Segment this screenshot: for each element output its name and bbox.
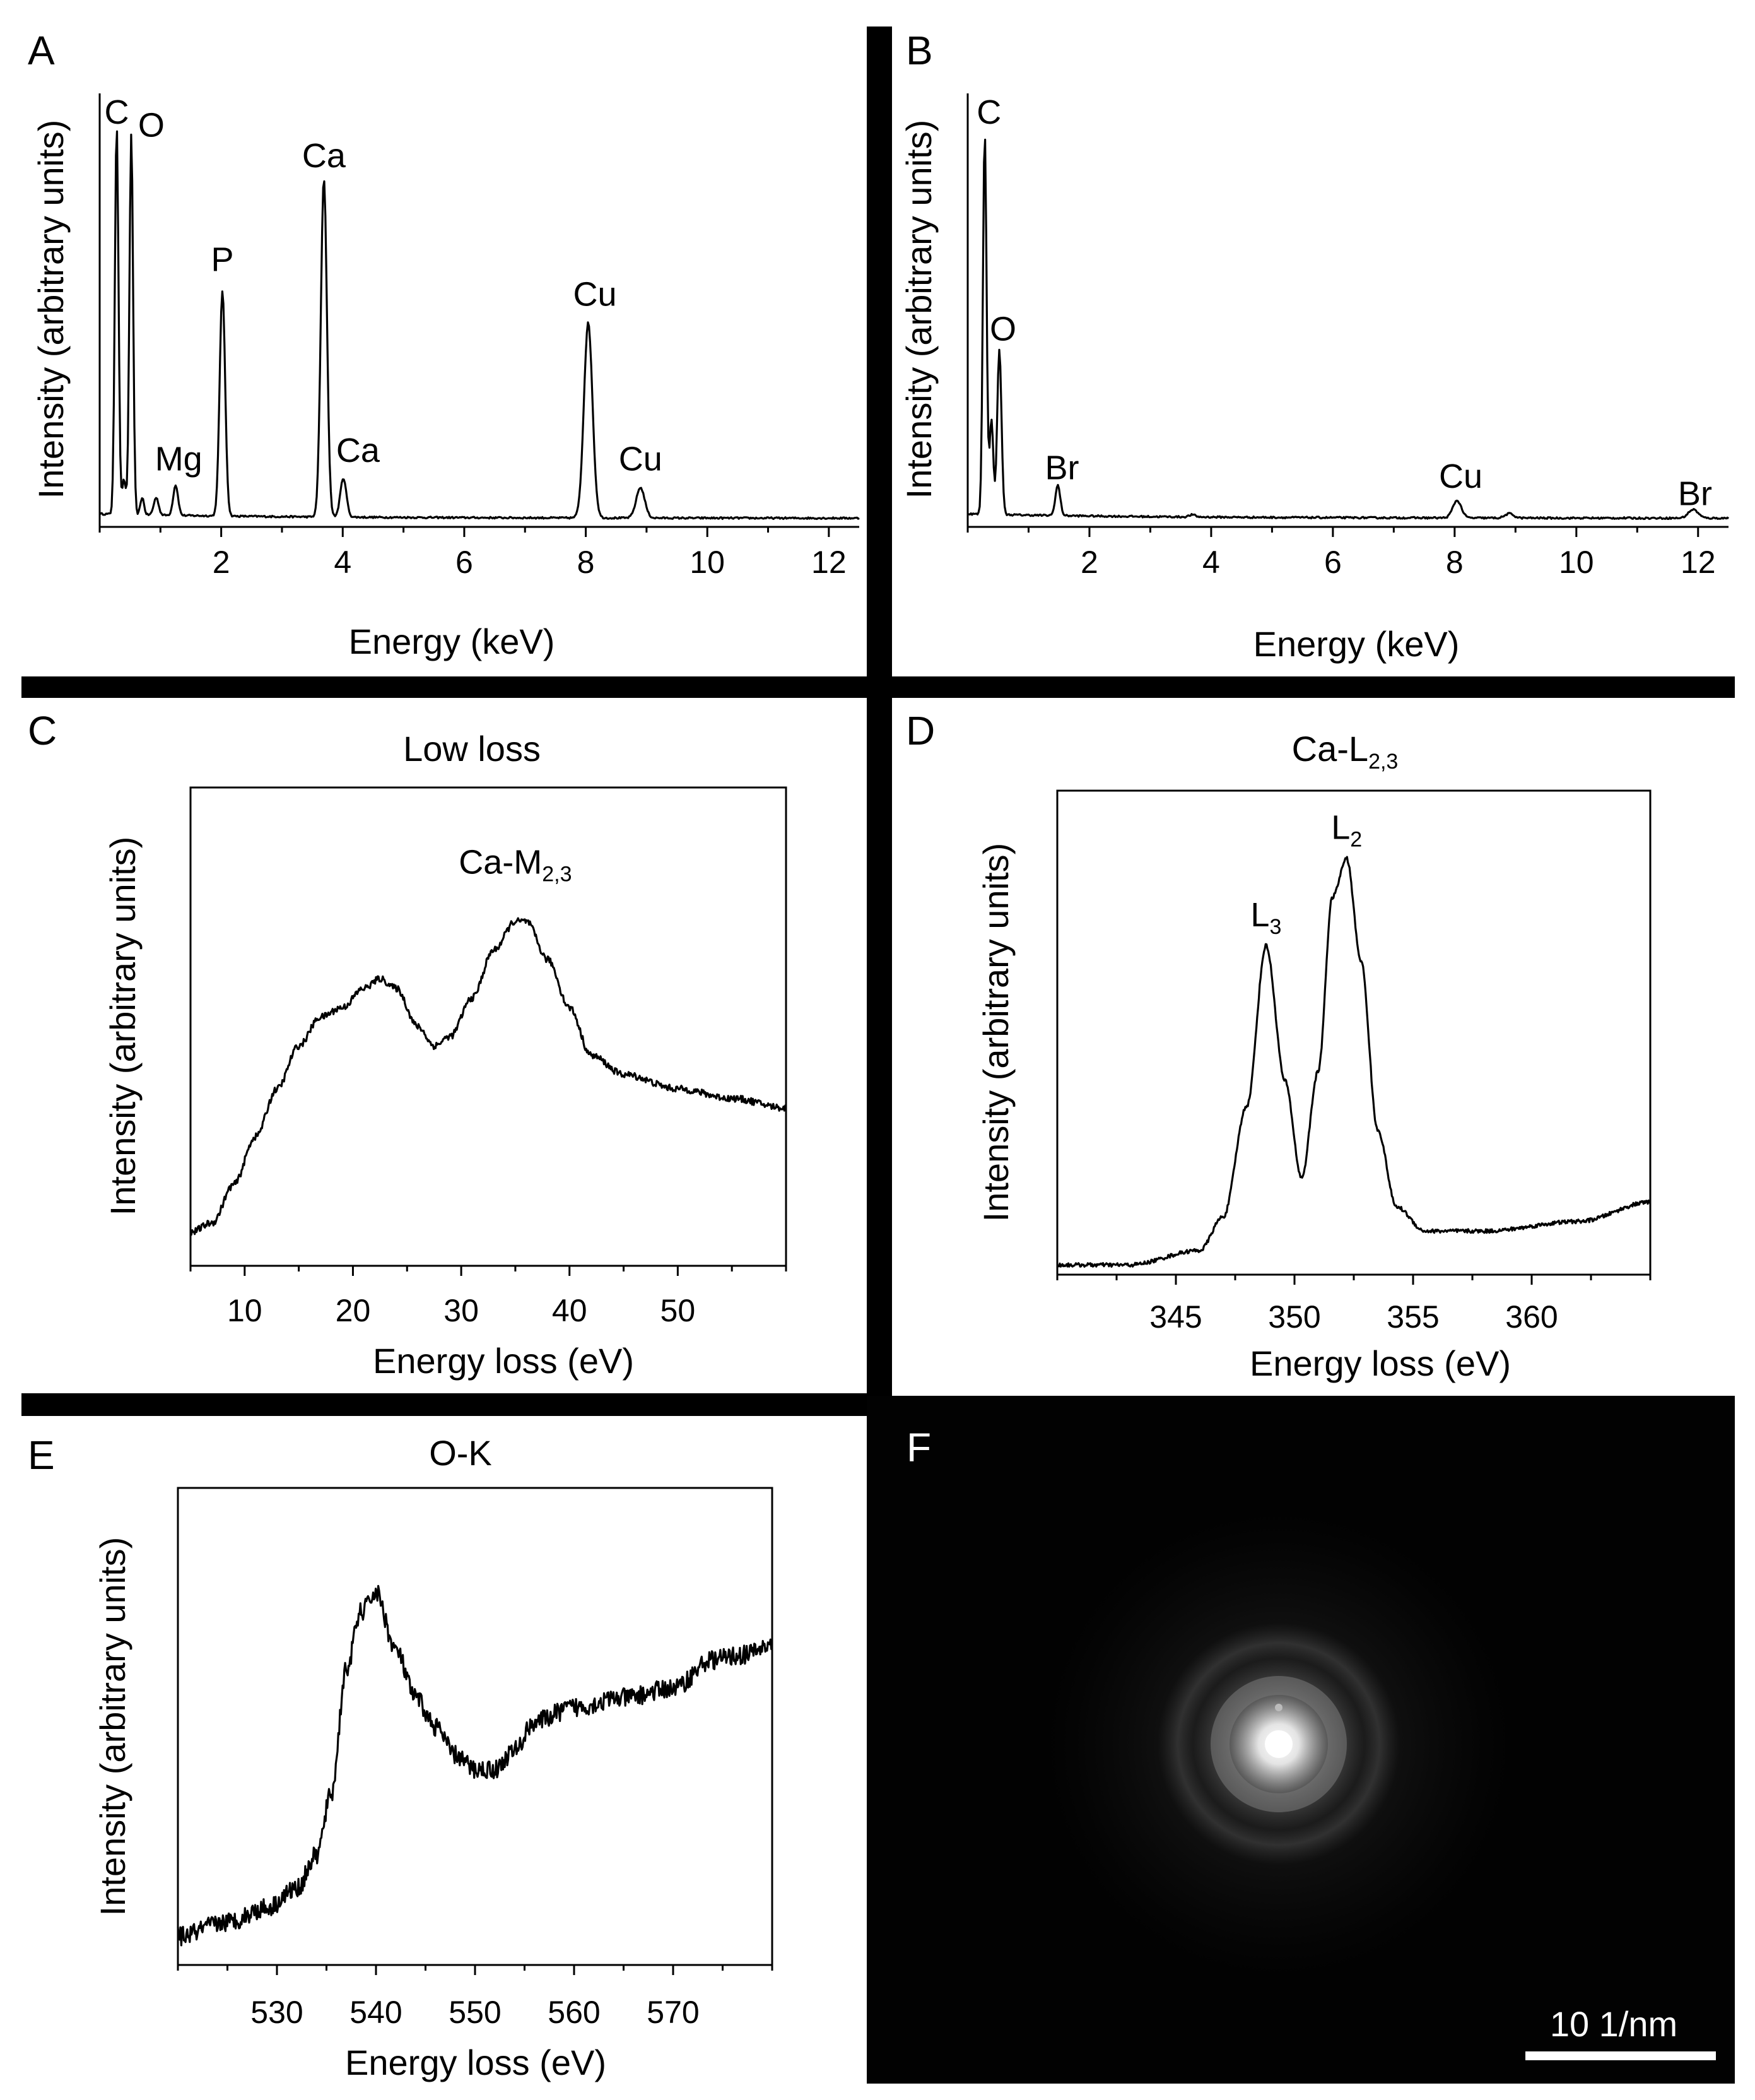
x-tick-label-C: 30	[443, 1293, 479, 1328]
plot-frame-C	[189, 786, 787, 1267]
peak-label-A: Mg	[155, 440, 202, 478]
x-tick-label-B: 6	[1324, 545, 1342, 580]
x-axis-title-B: Energy (keV)	[1253, 624, 1460, 664]
x-tick-label-C: 40	[552, 1293, 587, 1328]
y-axis-title-A: Intensity (arbitrary units)	[31, 120, 71, 499]
y-axis-title-C: Intensity (arbitrary units)	[103, 837, 143, 1216]
chart-title-E: O-K	[429, 1433, 492, 1473]
peak-label-A: Ca	[336, 432, 380, 469]
diffraction-spot	[1275, 1704, 1282, 1711]
separator-horizontal-bottom	[21, 1393, 867, 1416]
peak-label-A: Ca	[302, 137, 346, 175]
peak-label-C: Ca-M2,3	[459, 843, 572, 886]
x-axis-title-D: Energy loss (eV)	[1250, 1343, 1511, 1383]
chart-title-C: Low loss	[403, 729, 541, 769]
panel-letter-E: E	[28, 1432, 55, 1478]
peak-label-A: Cu	[619, 440, 662, 478]
x-tick-label-B: 12	[1681, 545, 1716, 580]
panel-letter-A: A	[28, 28, 55, 73]
peak-label-A: C	[104, 93, 129, 131]
central-beam-spot	[1265, 1730, 1293, 1758]
peak-label-D: L3	[1250, 896, 1281, 939]
x-axis-title-A: Energy (keV)	[349, 622, 555, 661]
x-axis-title-C: Energy loss (eV)	[373, 1341, 634, 1381]
peak-label-A: P	[211, 241, 234, 279]
x-axis-title-E: Energy loss (eV)	[345, 2043, 606, 2082]
scale-bar	[1525, 2051, 1716, 2060]
panel-letter-B: B	[906, 28, 933, 73]
x-tick-label-D: 355	[1387, 1299, 1439, 1335]
x-tick-label-B: 2	[1081, 545, 1098, 580]
x-tick-label-B: 10	[1559, 545, 1594, 580]
x-tick-label-C: 20	[336, 1293, 371, 1328]
panel-E: E O-K 530 540 550 560 570 Energy loss (eV) Inten…	[28, 1432, 773, 2082]
x-tick-label-D: 350	[1268, 1299, 1320, 1335]
chart-title-D: Ca-L2,3	[1292, 729, 1399, 774]
panel-F-diffraction: F 10 1/nm	[867, 1396, 1735, 2084]
x-tick-label-E: 570	[647, 1995, 699, 2030]
x-tick-label-E: 560	[548, 1995, 600, 2030]
separator-horizontal-top	[21, 676, 1735, 698]
panel-A: A 2 4 6 8 10 12 Energy (keV) Intensity (arbitrar…	[28, 28, 860, 661]
peak-label-A: Cu	[573, 276, 616, 314]
peak-label-B: O	[990, 310, 1016, 348]
x-tick-label-A: 8	[577, 545, 595, 580]
peak-label-D: L2	[1331, 809, 1362, 852]
y-axis-title-D: Intensity (arbitrary units)	[976, 843, 1016, 1222]
x-tick-label-A: 12	[811, 545, 847, 580]
x-tick-label-B: 8	[1446, 545, 1464, 580]
spectrum-trace-B	[967, 138, 1730, 521]
peak-label-B: Cu	[1439, 457, 1482, 495]
x-tick-label-E: 540	[349, 1995, 402, 2030]
separator-vertical-middle	[867, 663, 892, 1396]
panel-C: C Low loss 10 20 30 40 50 Energy loss (eV) Inten…	[28, 708, 787, 1381]
panel-B: B 2 4 6 8 10 12 Energy (keV) Intensity (arbitrar…	[899, 28, 1730, 664]
panel-letter-C: C	[28, 708, 57, 753]
x-tick-label-C: 10	[227, 1293, 262, 1328]
x-tick-label-B: 4	[1202, 545, 1220, 580]
x-tick-label-A: 2	[213, 545, 230, 580]
x-tick-label-E: 530	[250, 1995, 303, 2030]
x-tick-label-C: 50	[660, 1293, 696, 1328]
y-axis-title-B: Intensity (arbitrary units)	[899, 120, 939, 499]
peak-label-B: Br	[1678, 475, 1712, 513]
panel-letter-F: F	[907, 1425, 931, 1470]
x-tick-label-D: 345	[1149, 1299, 1202, 1335]
x-tick-label-A: 6	[455, 545, 473, 580]
spectrum-trace-A	[98, 130, 860, 521]
spectrum-trace-D	[1057, 856, 1652, 1268]
x-tick-label-D: 360	[1505, 1299, 1558, 1335]
x-tick-label-E: 550	[449, 1995, 501, 2030]
y-axis-title-E: Intensity (arbitrary units)	[93, 1537, 132, 1916]
panel-letter-D: D	[906, 708, 935, 753]
spectrum-trace-E	[177, 1584, 773, 1947]
separator-vertical-top	[867, 27, 892, 663]
peak-label-B: Br	[1045, 449, 1079, 487]
scale-bar-label: 10 1/nm	[1550, 2004, 1677, 2044]
x-tick-label-A: 10	[690, 545, 725, 580]
spectrum-trace-C	[189, 917, 787, 1237]
x-tick-label-A: 4	[334, 545, 351, 580]
diffraction-ring	[1211, 1676, 1347, 1812]
peak-label-B: C	[977, 93, 1001, 131]
panel-D: D Ca-L2,3 345 350 355 360 Energy loss (eV) Inte…	[906, 708, 1652, 1383]
peak-label-A: O	[138, 107, 165, 145]
